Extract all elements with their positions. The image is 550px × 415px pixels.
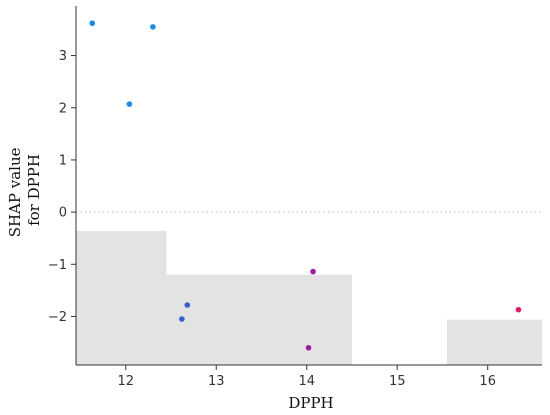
axes: [75, 6, 542, 366]
x-tick-label: 14: [298, 374, 315, 389]
data-point: [126, 101, 133, 107]
data-point: [515, 306, 522, 313]
y-axis-title-line-2: for DPPH: [25, 154, 43, 226]
y-ticks: −2 −1 0 1 2 3: [48, 49, 76, 325]
x-tick-label: 15: [389, 374, 406, 389]
y-tick-label: 0: [59, 206, 67, 221]
data-point: [150, 24, 156, 30]
histogram-bin-1: [76, 230, 167, 365]
x-ticks: 12 13 14 15 16: [117, 365, 496, 389]
feature-histogram: [76, 230, 542, 365]
data-point: [305, 344, 312, 351]
y-axis-title: SHAP value for DPPH: [6, 143, 43, 238]
y-tick-label: 3: [59, 49, 67, 64]
y-tick-label: −1: [48, 258, 67, 273]
data-point: [89, 20, 96, 27]
data-point: [310, 268, 316, 275]
data-point: [184, 302, 191, 308]
histogram-bin-4: [446, 319, 542, 365]
histogram-bin-2: [166, 274, 352, 365]
x-tick-label: 16: [479, 374, 496, 389]
x-tick-label: 12: [117, 374, 134, 389]
y-tick-label: −2: [48, 310, 67, 325]
y-tick-label: 2: [59, 101, 67, 116]
x-axis-title: DPPH: [288, 394, 333, 412]
x-tick-label: 13: [208, 374, 225, 389]
y-tick-label: 1: [59, 153, 67, 168]
data-point: [179, 316, 185, 322]
data-points: [89, 20, 522, 351]
y-axis-title-line-1: SHAP value: [6, 147, 24, 237]
